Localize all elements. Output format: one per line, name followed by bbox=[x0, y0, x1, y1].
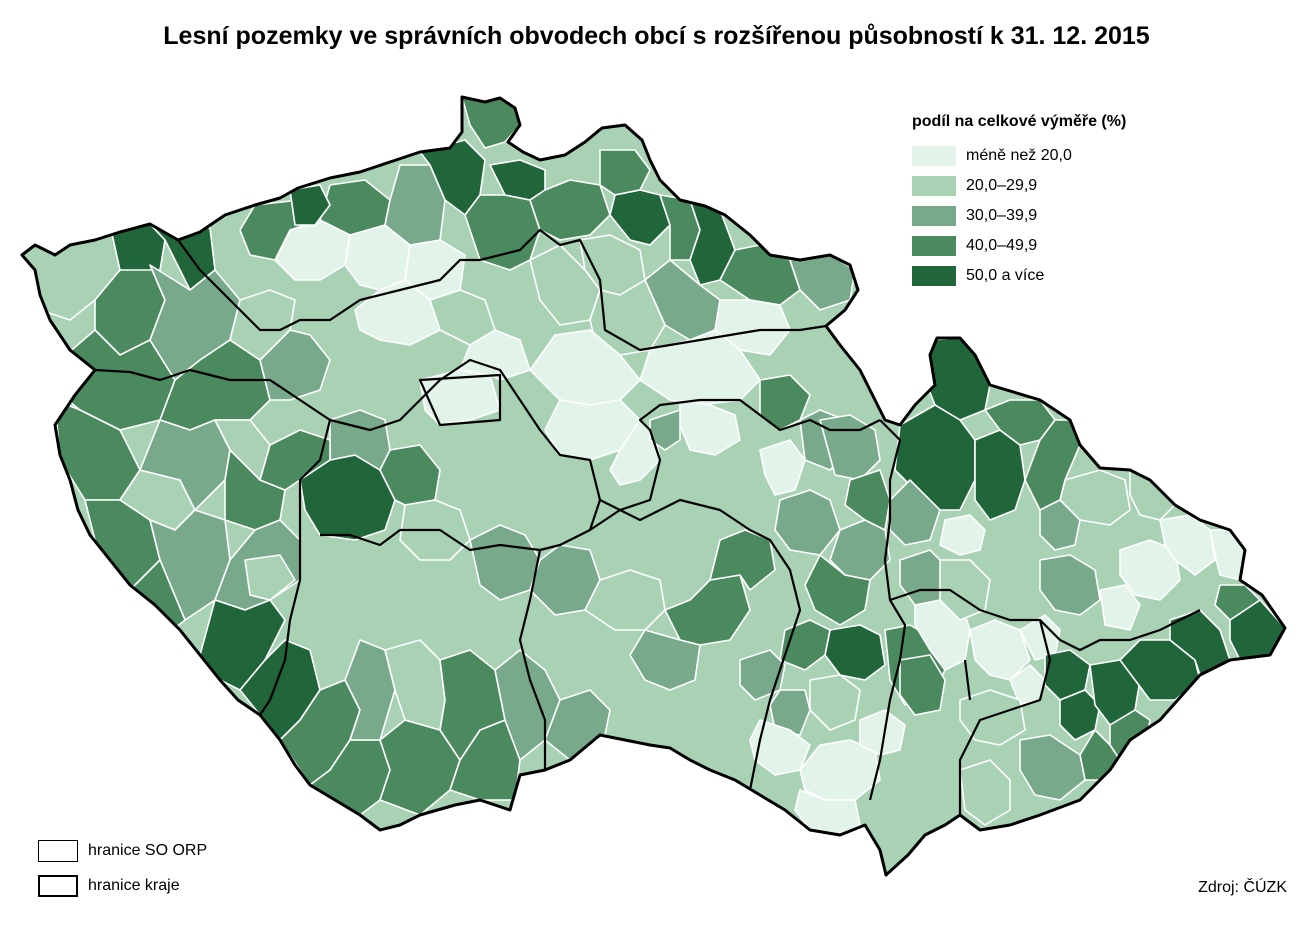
boundary-label: hranice SO ORP bbox=[88, 841, 208, 859]
legend-label: 50,0 a více bbox=[966, 267, 1045, 284]
legend-item: 30,0–39,9 bbox=[912, 201, 1126, 231]
legend-item: 40,0–49,9 bbox=[912, 231, 1126, 261]
boundary-legend-item: hranice SO ORP bbox=[38, 833, 207, 868]
legend-label: 20,0–29,9 bbox=[966, 177, 1038, 194]
boundary-legend: hranice SO ORP hranice kraje bbox=[38, 833, 207, 903]
orp-boundary-swatch bbox=[38, 839, 78, 862]
region-boundary-swatch bbox=[38, 874, 78, 897]
map-title: Lesní pozemky ve správních obvodech obcí… bbox=[163, 22, 1150, 50]
legend-title: podíl na celkové výměře (%) bbox=[912, 113, 1127, 130]
legend-swatch bbox=[912, 206, 956, 226]
legend-item: 50,0 a více bbox=[912, 261, 1126, 291]
legend-item: méně než 20,0 bbox=[912, 141, 1126, 171]
legend: podíl na celkové výměře (%) méně než 20,… bbox=[912, 113, 1126, 291]
legend-swatch bbox=[912, 146, 956, 166]
legend-item: 20,0–29,9 bbox=[912, 171, 1126, 201]
legend-label: 30,0–39,9 bbox=[966, 207, 1038, 224]
legend-swatch bbox=[912, 266, 956, 286]
legend-label: 40,0–49,9 bbox=[966, 237, 1038, 254]
boundary-label: hranice kraje bbox=[88, 876, 180, 894]
boundary-legend-item: hranice kraje bbox=[38, 868, 207, 903]
legend-swatch bbox=[912, 236, 956, 256]
legend-label: méně než 20,0 bbox=[966, 147, 1072, 164]
source-note: Zdroj: ČÚZK bbox=[1198, 879, 1287, 896]
legend-swatch bbox=[912, 176, 956, 196]
